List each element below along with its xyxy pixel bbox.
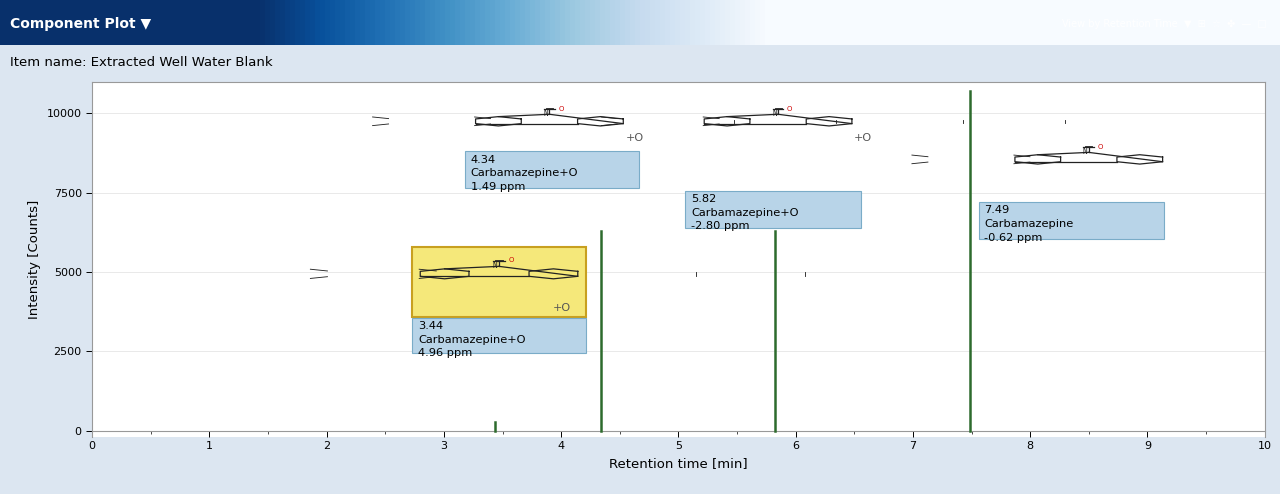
Text: 5.82
Carbamazepine+O
-2.80 ppm: 5.82 Carbamazepine+O -2.80 ppm [691,194,799,232]
Text: +O: +O [626,133,644,143]
Bar [412,247,586,317]
Bar [465,151,639,188]
Text: O: O [508,257,513,263]
Text: +O: +O [854,133,873,143]
Text: O: O [787,106,792,112]
Text: N: N [493,261,498,270]
Text: Component Plot ▼: Component Plot ▼ [10,17,151,31]
Text: Item name: Extracted Well Water Blank: Item name: Extracted Well Water Blank [10,56,273,69]
Text: 7.49
Carbamazepine
-0.62 ppm: 7.49 Carbamazepine -0.62 ppm [984,206,1074,243]
Y-axis label: Intensity [Counts]: Intensity [Counts] [28,200,41,319]
Text: N: N [544,109,548,118]
Text: 3.44
Carbamazepine+O
4.96 ppm: 3.44 Carbamazepine+O 4.96 ppm [419,321,526,359]
Text: N: N [772,109,777,118]
Text: View by Retention Time  ▼  ⊞  ☆  ✤  —  □: View by Retention Time ▼ ⊞ ☆ ✤ — □ [1062,19,1267,29]
Text: +O: +O [553,303,571,313]
Text: O: O [1097,144,1103,150]
X-axis label: Retention time [min]: Retention time [min] [609,457,748,470]
Text: O: O [558,106,563,112]
Bar [978,202,1164,239]
Text: 4.34
Carbamazepine+O
1.49 ppm: 4.34 Carbamazepine+O 1.49 ppm [471,155,579,192]
Text: N: N [1083,147,1088,157]
Bar [685,191,861,228]
Bar [412,318,586,353]
